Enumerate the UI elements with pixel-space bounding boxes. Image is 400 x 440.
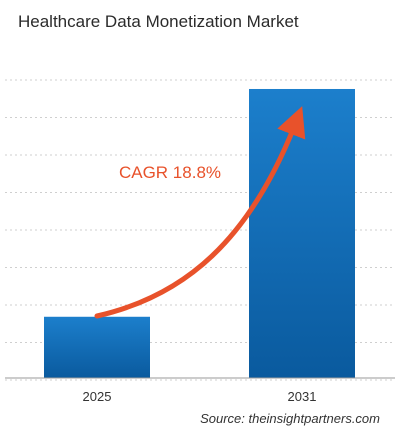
chart-title: Healthcare Data Monetization Market bbox=[18, 12, 299, 31]
x-tick-labels: 2025 2031 bbox=[83, 389, 317, 404]
cagr-label: CAGR 18.8% bbox=[119, 163, 221, 182]
x-tick-label-2031: 2031 bbox=[288, 389, 317, 404]
bar-2025 bbox=[44, 316, 150, 378]
x-tick-label-2025: 2025 bbox=[83, 389, 112, 404]
bar-2031 bbox=[249, 88, 355, 378]
cagr-arrow bbox=[94, 106, 306, 319]
bars bbox=[44, 88, 355, 378]
source-credit: Source: theinsightpartners.com bbox=[200, 411, 380, 426]
